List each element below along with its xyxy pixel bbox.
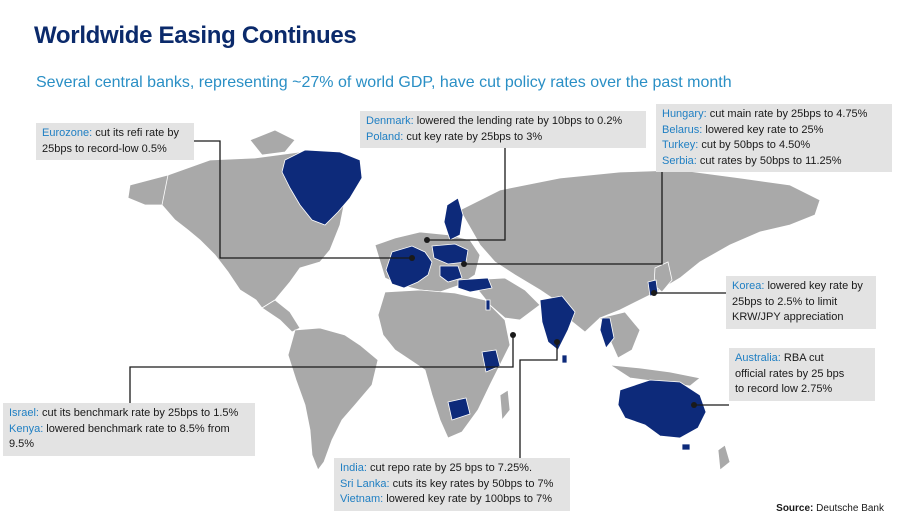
callout-text: cuts its key rates by 50bps to 7%: [389, 477, 554, 490]
callout-text: to record low 2.75%: [735, 383, 833, 395]
country-label: Serbia:: [662, 154, 697, 167]
callout-text: KRW/JPY appreciation: [732, 311, 844, 323]
greenland: [281, 149, 363, 226]
africa: [377, 289, 511, 439]
alaska: [127, 174, 169, 206]
callout-text: cut repo rate by 25 bps to 7.25%.: [366, 462, 533, 474]
country-label: Vietnam:: [340, 493, 384, 505]
callout-text: official rates by 25 bps: [735, 367, 845, 380]
leader-israel-kenya: [129, 335, 514, 405]
source-note: Source: Deutsche Bank: [776, 503, 884, 514]
subtitle: Several central banks, representing ~27%…: [36, 74, 732, 91]
callout-text: lowered key rate to 25%: [702, 123, 824, 136]
marker-poland: [461, 261, 467, 267]
callout-korea: Korea: lowered key rate by 25bps to 2.5%…: [726, 276, 876, 329]
marker-denmark: [424, 237, 430, 243]
callout-text: cut main rate by 25bps to 4.75%: [706, 108, 868, 120]
callout-text: cut its refi rate by: [92, 127, 179, 139]
marker-eurozone: [409, 255, 415, 261]
callout-text: 9.5%: [9, 438, 35, 450]
source-text: Deutsche Bank: [813, 503, 884, 514]
country-label: Denmark:: [366, 115, 414, 127]
marker-india: [554, 339, 560, 345]
australia: [617, 379, 707, 439]
sri-lanka: [561, 354, 568, 364]
callout-text: 25bps to 2.5% to limit: [732, 295, 838, 308]
callout-text: cut its benchmark rate by 25bps to 1.5%: [38, 407, 239, 419]
callout-text: 25bps to record-low 0.5%: [42, 142, 167, 155]
madagascar: [499, 389, 511, 422]
hungary-serbia: [439, 265, 463, 283]
callout-hungary-group: Hungary: cut main rate by 25bps to 4.75%…: [656, 104, 892, 172]
country-label: Israel:: [9, 407, 39, 419]
south-america: [287, 327, 379, 471]
leader-hungary-group: [464, 141, 663, 265]
country-label: Korea:: [732, 280, 765, 292]
botswana: [447, 397, 471, 421]
israel: [485, 299, 491, 311]
tasmania: [681, 443, 691, 451]
callout-text: lowered key rate by 100bps to 7%: [383, 493, 552, 505]
callout-india-group: India: cut repo rate by 25 bps to 7.25%.…: [334, 458, 570, 511]
central-america: [261, 299, 301, 333]
marker-australia: [691, 402, 697, 408]
turkey: [457, 277, 493, 293]
leader-denmark-poland: [427, 141, 506, 241]
callout-eurozone: Eurozone: cut its refi rate by 25bps to …: [36, 123, 194, 160]
indonesia: [609, 364, 701, 387]
country-label: Sri Lanka:: [340, 477, 390, 490]
country-label: Belarus:: [662, 123, 703, 136]
callout-text: cut by 50bps to 4.50%: [698, 139, 811, 151]
country-label: Kenya:: [9, 422, 44, 435]
callout-text: lowered key rate by: [764, 280, 863, 292]
callout-text: RBA cut: [780, 352, 824, 364]
callout-denmark-poland: Denmark: lowered the lending rate by 10b…: [360, 111, 646, 148]
country-label: Poland:: [366, 130, 404, 143]
callout-text: lowered the lending rate by 10bps to 0.2…: [413, 115, 623, 127]
leader-eurozone: [192, 140, 412, 259]
country-label: Eurozone:: [42, 127, 93, 139]
new-zealand: [717, 444, 731, 471]
marker-korea: [651, 290, 657, 296]
callout-israel-kenya: Israel: cut its benchmark rate by 25bps …: [3, 403, 255, 456]
finland: [443, 197, 464, 241]
country-label: Australia:: [735, 352, 781, 364]
india: [539, 295, 576, 351]
callout-text: cut key rate by 25bps to 3%: [403, 130, 543, 143]
marker-israel: [510, 332, 516, 338]
callout-text: cut rates by 50bps to 11.25%: [696, 154, 842, 167]
eurozone: [385, 245, 433, 289]
leader-india-group: [519, 342, 558, 458]
callout-text: lowered benchmark rate to 8.5% from: [43, 422, 230, 435]
country-label: Turkey:: [662, 139, 699, 151]
page-title: Worldwide Easing Continues: [34, 22, 357, 49]
source-label: Source:: [776, 503, 814, 514]
country-label: Hungary:: [662, 108, 707, 120]
country-label: India:: [340, 462, 367, 474]
vietnam: [599, 317, 615, 349]
canada-islands: [249, 129, 296, 156]
callout-australia: Australia: RBA cut official rates by 25 …: [729, 348, 875, 401]
